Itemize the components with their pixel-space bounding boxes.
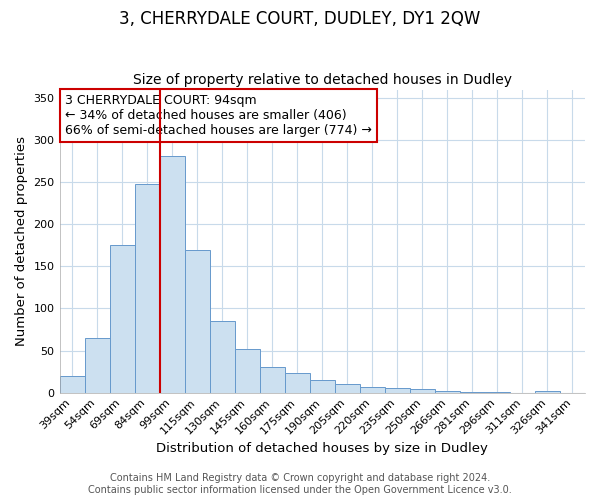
Bar [59,376,85,392]
Bar [410,390,435,392]
Bar [235,349,260,393]
Text: Contains HM Land Registry data © Crown copyright and database right 2024.
Contai: Contains HM Land Registry data © Crown c… [88,474,512,495]
Bar [360,387,385,392]
Bar [435,391,460,392]
Bar [85,338,110,392]
Bar [110,246,134,392]
Y-axis label: Number of detached properties: Number of detached properties [15,136,28,346]
Bar [209,321,235,392]
Title: Size of property relative to detached houses in Dudley: Size of property relative to detached ho… [133,73,512,87]
Bar [385,388,410,392]
Bar [335,384,360,392]
Bar [310,380,335,392]
Text: 3, CHERRYDALE COURT, DUDLEY, DY1 2QW: 3, CHERRYDALE COURT, DUDLEY, DY1 2QW [119,10,481,28]
Text: 3 CHERRYDALE COURT: 94sqm
← 34% of detached houses are smaller (406)
66% of semi: 3 CHERRYDALE COURT: 94sqm ← 34% of detac… [65,94,371,137]
Bar [285,374,310,392]
Bar [260,368,285,392]
Bar [185,250,209,392]
Bar [134,184,160,392]
X-axis label: Distribution of detached houses by size in Dudley: Distribution of detached houses by size … [157,442,488,455]
Bar [535,391,560,392]
Bar [160,156,185,392]
